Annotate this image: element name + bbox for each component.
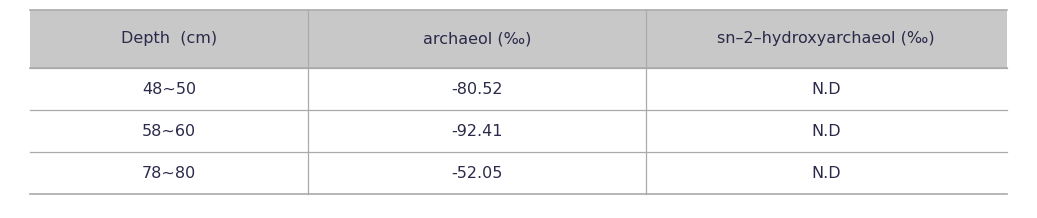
Text: -52.05: -52.05 — [451, 165, 503, 181]
Text: sn–2–hydroxyarchaeol (‰): sn–2–hydroxyarchaeol (‰) — [718, 31, 935, 46]
Text: -80.52: -80.52 — [451, 82, 503, 97]
Text: 58~60: 58~60 — [142, 124, 196, 138]
Text: 48~50: 48~50 — [142, 82, 196, 97]
Text: N.D: N.D — [811, 82, 841, 97]
Text: archaeol (‰): archaeol (‰) — [423, 31, 531, 46]
Text: -92.41: -92.41 — [451, 124, 503, 138]
Text: N.D: N.D — [811, 165, 841, 181]
Bar — [30, 10, 1007, 68]
Text: Depth  (cm): Depth (cm) — [121, 31, 218, 46]
Text: 78~80: 78~80 — [142, 165, 196, 181]
Text: N.D: N.D — [811, 124, 841, 138]
